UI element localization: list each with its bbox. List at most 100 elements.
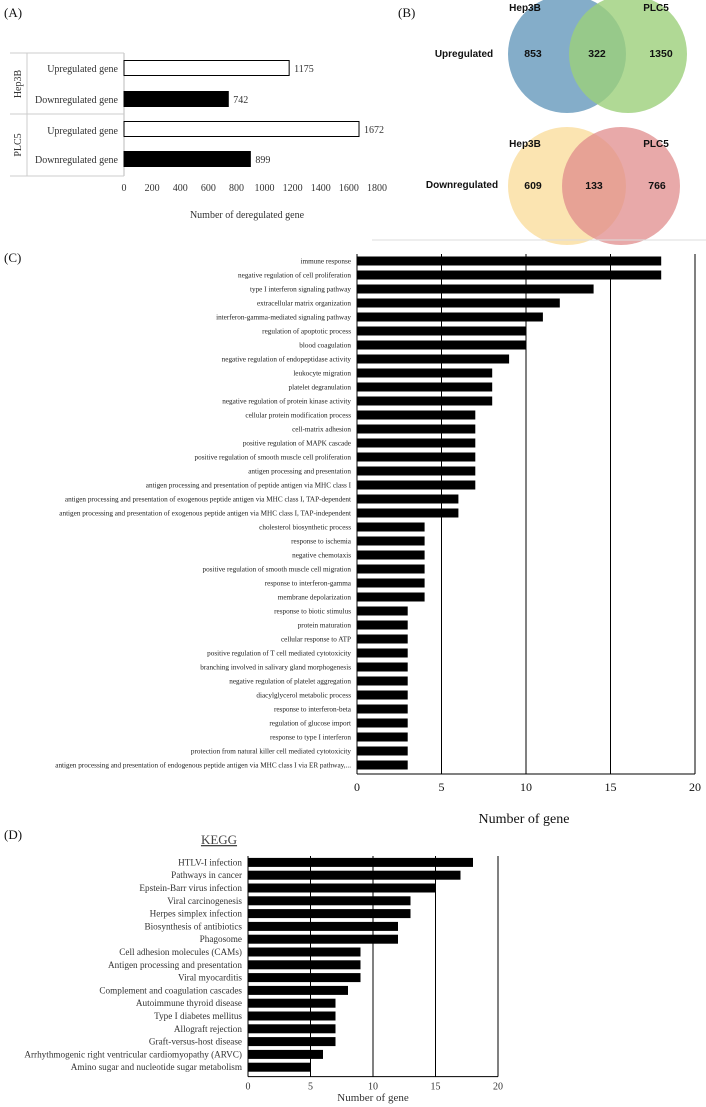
chart-d-bar <box>248 1011 336 1021</box>
chart-a-x-tick-label: 1400 <box>311 183 331 194</box>
chart-c-bar <box>357 564 425 574</box>
chart-c-bar <box>357 480 476 490</box>
chart-a-bar <box>123 121 360 137</box>
venn-set-label-plc5-up: PLC5 <box>643 3 669 14</box>
chart-a-bar <box>123 91 229 107</box>
chart-d-bar <box>248 909 411 919</box>
chart-d-category-label: Viral myocarditis <box>178 973 242 983</box>
chart-d-bar <box>248 1049 323 1059</box>
chart-c-category-label: protection from natural killer cell medi… <box>191 748 351 756</box>
chart-c-bar <box>357 382 493 392</box>
chart-c-category-label: protein maturation <box>298 622 352 630</box>
chart-c-category-label: negative regulation of endopeptidase act… <box>222 356 352 364</box>
chart-c-x-tick-label: 10 <box>520 780 532 794</box>
chart-c-bar <box>357 284 594 294</box>
chart-d-category-label: Pathways in cancer <box>171 870 242 880</box>
chart-c-category-label: antigen processing and presentation of e… <box>65 496 351 504</box>
chart-a-deregulated-genes: Hep3B PLC5 Upregulated gene Downregulate… <box>10 52 387 221</box>
chart-c-bar <box>357 746 408 756</box>
chart-a-data-label: 899 <box>255 155 270 166</box>
chart-c-bar <box>357 550 425 560</box>
chart-d-bar <box>248 1037 336 1047</box>
chart-c-category-label: branching involved in salivary gland mor… <box>200 664 351 672</box>
chart-c-category-label: negative regulation of cell proliferatio… <box>238 272 351 280</box>
chart-d-category-label: Type I diabetes mellitus <box>154 1011 242 1021</box>
chart-a-x-tick-label: 1800 <box>367 183 387 194</box>
chart-a-category-label: Downregulated gene <box>35 95 119 106</box>
chart-c-bar <box>357 704 408 714</box>
chart-d-category-label: Biosynthesis of antibiotics <box>145 921 243 931</box>
chart-d-category-label: Viral carcinogenesis <box>167 896 242 906</box>
venn-diagrams: Hep3B PLC5 Upregulated 853 322 1350 Hep3… <box>372 0 706 245</box>
chart-c-category-label: antigen processing and presentation of p… <box>146 482 352 490</box>
chart-d-category-label: Cell adhesion molecules (CAMs) <box>119 947 242 957</box>
chart-d-bar <box>248 985 348 995</box>
chart-d-x-tick-label: 20 <box>493 1082 503 1093</box>
chart-d-category-label: Allograft rejection <box>174 1024 243 1034</box>
chart-c-category-label: leukocyte migration <box>293 370 351 378</box>
venn-set-label-plc5-down: PLC5 <box>643 139 669 150</box>
chart-c-category-label: cellular response to ATP <box>281 636 351 644</box>
chart-c-bar <box>357 690 408 700</box>
chart-c-bar <box>357 452 476 462</box>
venn-circle-plc5-up <box>569 0 687 113</box>
chart-d-bar <box>248 857 473 867</box>
chart-d-x-axis-label: Number of gene <box>337 1092 409 1104</box>
chart-d-title: KEGG <box>201 832 237 847</box>
chart-c-bar <box>357 648 408 658</box>
chart-c-bar <box>357 256 662 266</box>
chart-c-bar <box>357 760 408 770</box>
chart-c-x-tick-label: 5 <box>439 780 445 794</box>
chart-a-group-label-hep3b: Hep3B <box>13 70 24 99</box>
chart-c-category-label: response to type I interferon <box>270 734 351 742</box>
chart-c-category-label: membrane depolarization <box>278 594 352 602</box>
chart-a-category-label: Downregulated gene <box>35 155 119 166</box>
venn-set-label-hep3b-up: Hep3B <box>509 3 541 14</box>
chart-d-category-label: Graft-versus-host disease <box>149 1037 242 1047</box>
chart-a-x-tick-label: 1200 <box>283 183 303 194</box>
chart-c-category-label: extracellular matrix organization <box>257 300 351 308</box>
chart-d-bar <box>248 921 398 931</box>
chart-d-category-label: HTLV-I infection <box>178 857 242 867</box>
chart-c-category-label: negative regulation of protein kinase ac… <box>222 398 351 406</box>
chart-c-category-label: diacylglycerol metabolic process <box>256 692 351 700</box>
chart-c-bar <box>357 592 425 602</box>
chart-c-bar <box>357 312 543 322</box>
chart-a-data-label: 1672 <box>364 125 384 136</box>
chart-d-kegg: KEGG Number of gene 0 5 10 15 20 HTLV-I infec… <box>24 832 503 1104</box>
chart-c-bar <box>357 396 493 406</box>
chart-d-x-tick-label: 15 <box>431 1082 441 1093</box>
chart-d-bar <box>248 870 461 880</box>
chart-d-category-label: Amino sugar and nucleotide sugar metabol… <box>71 1062 242 1072</box>
chart-c-category-label: antigen processing and presentation <box>248 468 351 476</box>
panel-label-a: (A) <box>4 5 22 20</box>
chart-c-category-label: immune response <box>300 258 351 266</box>
chart-a-x-tick-label: 1000 <box>255 183 275 194</box>
chart-d-x-tick-label: 10 <box>368 1082 378 1093</box>
panel-label-b: (B) <box>398 5 415 20</box>
chart-d-category-label: Herpes simplex infection <box>150 909 243 919</box>
chart-c-category-label: cellular protein modification process <box>245 412 351 420</box>
chart-c-category-label: regulation of apoptotic process <box>262 328 351 336</box>
venn-set-label-hep3b-down: Hep3B <box>509 139 541 150</box>
chart-c-category-label: positive regulation of smooth muscle cel… <box>195 454 352 462</box>
chart-d-bar <box>248 896 411 906</box>
panel-label-c: (C) <box>4 250 21 265</box>
chart-d-bar <box>248 1062 311 1072</box>
chart-a-category-label: Upregulated gene <box>47 126 118 137</box>
chart-c-bar <box>357 732 408 742</box>
chart-c-bar <box>357 620 408 630</box>
chart-d-x-tick-label: 0 <box>246 1082 251 1093</box>
chart-c-category-label: response to interferon-gamma <box>265 580 352 588</box>
chart-d-x-tick-label: 5 <box>308 1082 313 1093</box>
chart-c-bar <box>357 634 408 644</box>
chart-c-category-label: positive regulation of MAPK cascade <box>243 440 351 448</box>
chart-c-category-label: response to interferon-beta <box>274 706 352 714</box>
chart-a-x-tick-label: 200 <box>145 183 160 194</box>
venn-count-hep3b-only-down: 609 <box>524 180 542 192</box>
chart-d-bar <box>248 1024 336 1034</box>
chart-c-bar <box>357 326 526 336</box>
chart-a-x-tick-label: 1600 <box>339 183 359 194</box>
chart-d-bar <box>248 934 398 944</box>
